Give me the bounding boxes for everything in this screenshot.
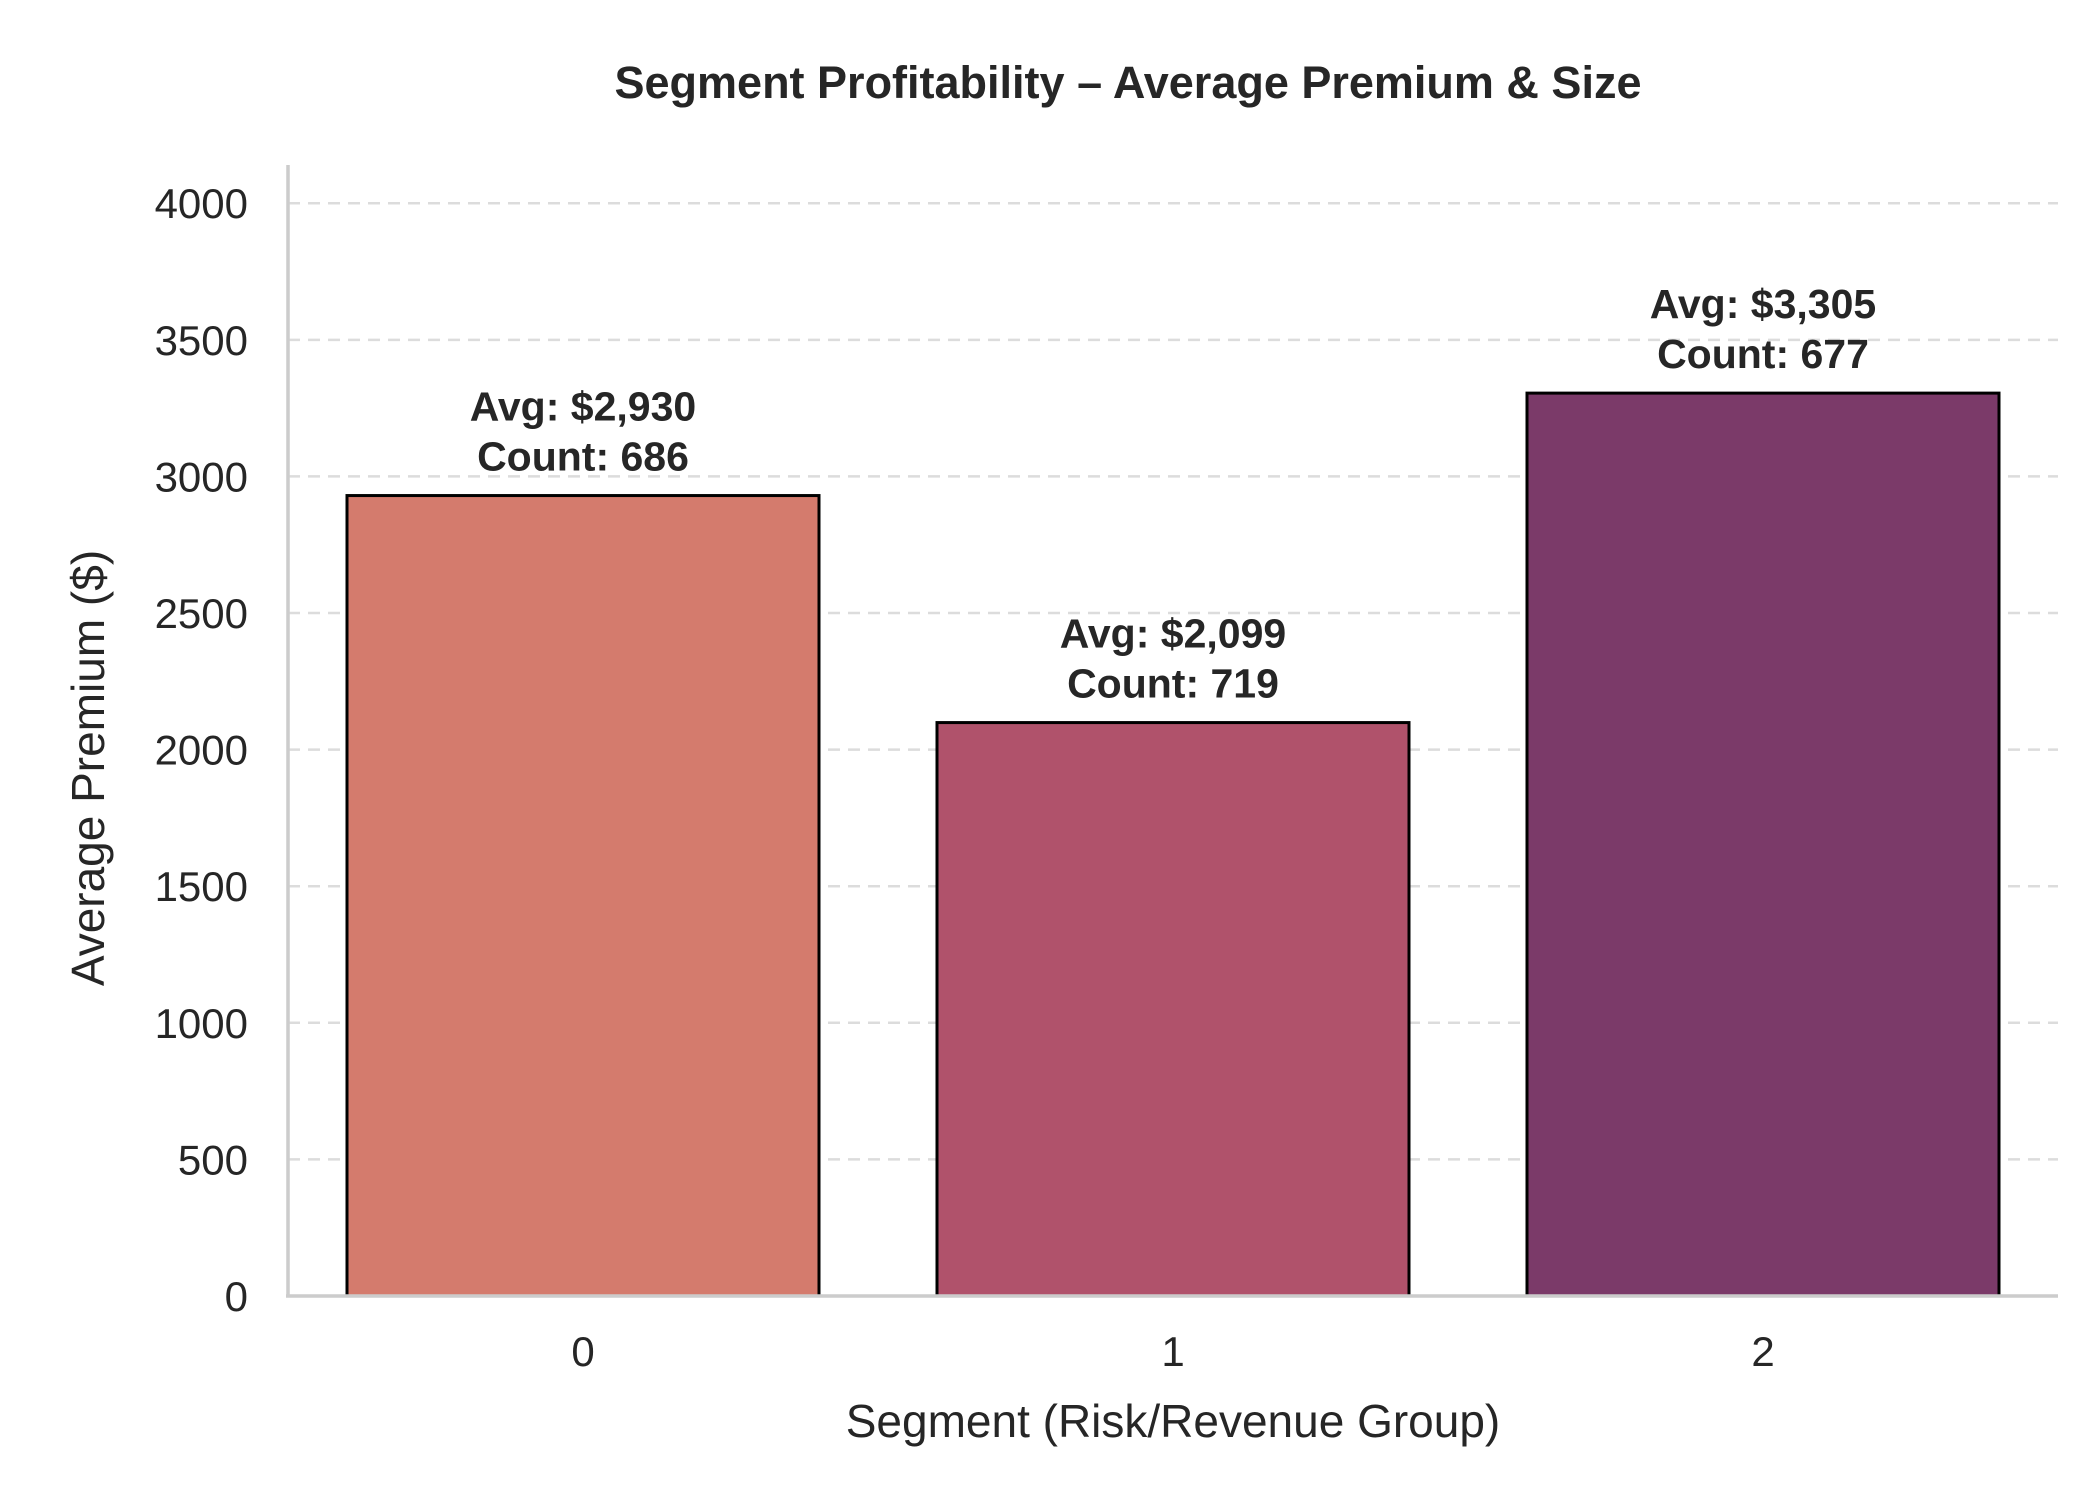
y-tick-label-2500: 2500	[155, 590, 248, 637]
x-tick-labels: 0 1 2	[571, 1328, 1774, 1375]
bar-avg-label-2: Avg: $3,305	[1650, 281, 1876, 327]
bar-segment-2	[1525, 391, 2001, 1298]
x-axis-label: Segment (Risk/Revenue Group)	[846, 1395, 1501, 1447]
bar-count-label-2: Count: 677	[1657, 331, 1869, 377]
bar-segment-0	[345, 494, 821, 1298]
y-tick-label-1000: 1000	[155, 1000, 248, 1047]
bar-count-label-0: Count: 686	[477, 434, 689, 480]
x-tick-label-1: 1	[1161, 1328, 1184, 1375]
x-tick-label-2: 2	[1751, 1328, 1774, 1375]
bar-avg-label-0: Avg: $2,930	[470, 384, 696, 430]
bar-count-label-1: Count: 719	[1067, 661, 1279, 707]
y-tick-label-3500: 3500	[155, 317, 248, 364]
y-tick-label-4000: 4000	[155, 180, 248, 227]
y-tick-label-1500: 1500	[155, 863, 248, 910]
y-axis-label: Average Premium ($)	[62, 550, 114, 986]
y-tick-label-3000: 3000	[155, 453, 248, 500]
y-tick-label-0: 0	[225, 1273, 248, 1320]
bar-avg-label-1: Avg: $2,099	[1060, 611, 1286, 657]
y-tick-labels: 0 500 1000 1500 2000 2500 3000 3500 4000	[155, 180, 248, 1320]
x-tick-label-0: 0	[571, 1328, 594, 1375]
chart-title: Segment Profitability – Average Premium …	[615, 57, 1642, 108]
bar-segment-1	[935, 721, 1411, 1298]
y-tick-label-500: 500	[178, 1136, 248, 1183]
bar-series	[345, 391, 2001, 1298]
y-tick-label-2000: 2000	[155, 727, 248, 774]
